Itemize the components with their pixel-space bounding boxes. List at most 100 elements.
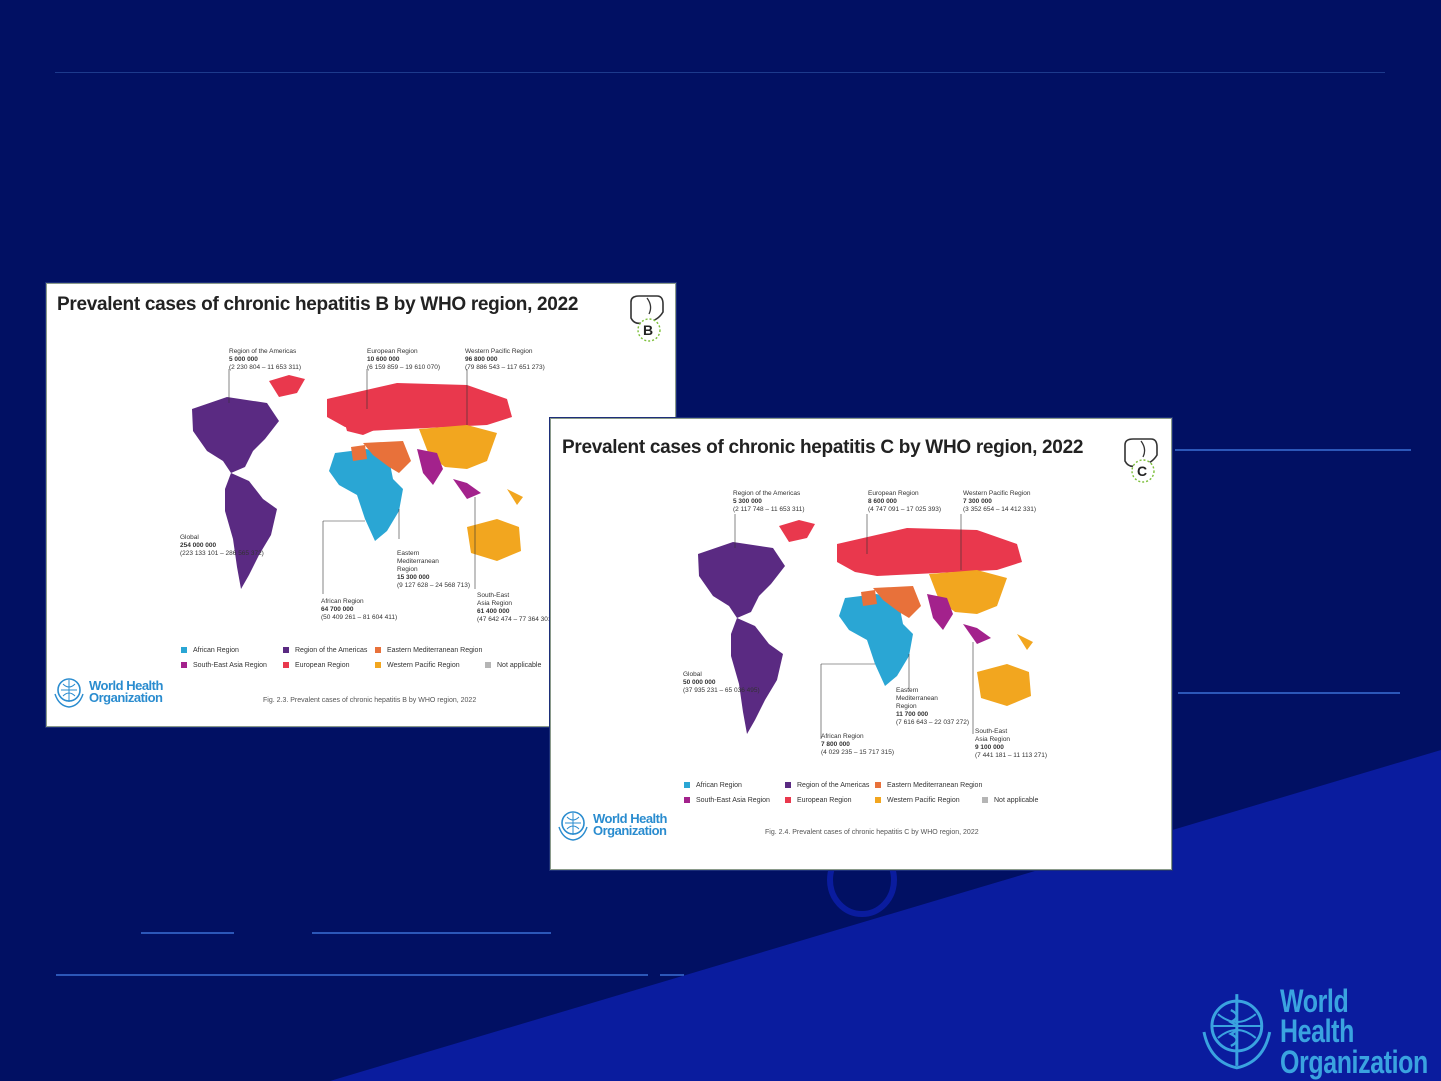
annotation-name: African Region — [321, 598, 364, 605]
legend-label: Western Pacific Region — [387, 662, 460, 669]
annotation-value: 5 300 000 — [733, 498, 762, 505]
legend-label: African Region — [193, 647, 239, 654]
annotation-name: African Region — [821, 733, 864, 740]
legend-label: South-East Asia Region — [193, 662, 267, 669]
figure-title: Prevalent cases of chronic hepatitis C b… — [562, 437, 1084, 458]
annotation-range: (4 029 235 – 15 717 315) — [821, 749, 895, 756]
legend-western-pacific: Western Pacific Region — [875, 797, 960, 804]
annotation-name: Eastern — [896, 687, 919, 694]
annotation-value: 61 400 000 — [477, 608, 510, 615]
annotation-global: Global 50 000 000 (37 935 231 – 65 036 4… — [683, 671, 760, 695]
annotation-southeast-asia: South-East Asia Region 9 100 000 (7 441 … — [975, 728, 1047, 760]
annotation-range: (2 230 804 – 11 653 311) — [229, 364, 302, 371]
annotation-name: South-East — [975, 728, 1008, 735]
annotation-name: Global — [683, 671, 702, 678]
legend-americas: Region of the Americas — [785, 782, 869, 789]
annotation-southeast-asia: South-East Asia Region 61 400 000 (47 64… — [477, 592, 554, 624]
annotation-name: Region — [397, 566, 418, 573]
annotation-name: Region of the Americas — [229, 348, 297, 355]
annotation-western-pacific: Western Pacific Region 7 300 000 (3 352 … — [963, 490, 1036, 514]
annotation-name: Global — [180, 534, 199, 541]
annotation-name: Region of the Americas — [733, 490, 801, 497]
legend-label: Region of the Americas — [797, 782, 870, 789]
annotation-range: (37 935 231 – 65 036 495) — [683, 687, 760, 694]
world-map — [192, 369, 523, 594]
annotation-global: Global 254 000 000 (223 133 101 – 286 56… — [180, 534, 264, 558]
legend-label: African Region — [696, 782, 742, 789]
who-logo: World Health Organization — [51, 674, 163, 710]
decorative-line — [660, 974, 684, 976]
decorative-line — [141, 932, 234, 934]
annotation-name: European Region — [367, 348, 418, 355]
legend-label: Eastern Mediterranean Region — [887, 782, 983, 789]
legend-western-pacific: Western Pacific Region — [375, 662, 460, 669]
annotation-americas: Region of the Americas 5 300 000 (2 117 … — [733, 490, 805, 514]
decorative-line — [55, 72, 1385, 73]
annotation-value: 8 600 000 — [868, 498, 897, 505]
annotation-value: 15 300 000 — [397, 574, 430, 581]
figure-caption: Fig. 2.3. Prevalent cases of chronic hep… — [263, 697, 477, 704]
logo-text: Organization — [1279, 1043, 1428, 1080]
hepatitis-c-figure: Prevalent cases of chronic hepatitis C b… — [550, 418, 1172, 870]
annotation-african: African Region 7 800 000 (4 029 235 – 15… — [821, 733, 894, 757]
annotation-eastern-med: Eastern Mediterranean Region 11 700 000 … — [896, 687, 969, 727]
annotation-name: Mediterranean — [896, 695, 938, 702]
hepatitis-b-badge: B — [627, 292, 667, 348]
annotation-range: (223 133 101 – 286 565 372) — [180, 550, 264, 557]
annotation-name: Eastern — [397, 550, 420, 557]
legend-eastern-med: Eastern Mediterranean Region — [875, 782, 982, 789]
who-logo: World Health Organization — [555, 807, 667, 843]
annotation-range: (7 441 181 – 11 113 271) — [975, 752, 1048, 759]
liver-icon — [630, 295, 664, 342]
annotation-european: European Region 10 600 000 (6 159 859 – … — [367, 348, 440, 372]
decorative-line — [1175, 449, 1411, 451]
legend-african: African Region — [684, 782, 742, 789]
annotation-range: (50 409 261 – 81 604 411) — [321, 614, 398, 621]
annotation-range: (9 127 628 – 24 568 713) — [397, 582, 471, 589]
hepatitis-c-badge: C — [1121, 435, 1161, 491]
annotation-range: (47 642 474 – 77 364 301) — [477, 616, 554, 623]
annotation-range: (79 886 543 – 117 651 273) — [465, 364, 545, 371]
legend-label: South-East Asia Region — [696, 797, 770, 804]
annotation-value: 96 800 000 — [465, 356, 498, 363]
annotation-name: European Region — [868, 490, 919, 497]
legend-african: African Region — [181, 647, 239, 654]
annotation-name: Region — [896, 703, 917, 710]
who-emblem-icon — [54, 678, 84, 708]
legend-label: Not applicable — [497, 662, 542, 669]
annotation-european: European Region 8 600 000 (4 747 091 – 1… — [868, 490, 941, 514]
annotation-range: (6 159 859 – 19 610 070) — [367, 364, 441, 371]
badge-letter: B — [643, 322, 654, 338]
figure-caption: Fig. 2.4. Prevalent cases of chronic hep… — [765, 829, 979, 836]
logo-text: Organization — [89, 690, 163, 705]
annotation-name: Mediterranean — [397, 558, 439, 565]
annotation-african: African Region 64 700 000 (50 409 261 – … — [321, 598, 397, 622]
annotation-eastern-med: Eastern Mediterranean Region 15 300 000 … — [397, 550, 470, 590]
figure-title: Prevalent cases of chronic hepatitis B b… — [57, 294, 579, 315]
who-emblem-icon — [1202, 993, 1272, 1069]
map-legend: African Region Region of the Americas Ea… — [181, 647, 621, 677]
annotation-value: 5 000 000 — [229, 356, 258, 363]
annotation-value: 254 000 000 — [180, 542, 217, 549]
legend-label: Eastern Mediterranean Region — [387, 647, 483, 654]
annotation-value: 11 700 000 — [896, 711, 929, 718]
logo-text: World Health — [89, 677, 163, 693]
legend-label: European Region — [295, 662, 350, 669]
annotation-name: Asia Region — [975, 736, 1011, 743]
legend-label: European Region — [797, 797, 852, 804]
legend-label: Region of the Americas — [295, 647, 368, 654]
annotation-name: South-East — [477, 592, 510, 599]
annotation-value: 7 300 000 — [963, 498, 992, 505]
annotation-value: 7 800 000 — [821, 741, 850, 748]
legend-label: Western Pacific Region — [887, 797, 960, 804]
legend-americas: Region of the Americas — [283, 647, 367, 654]
legend-southeast-asia: South-East Asia Region — [181, 662, 267, 669]
legend-label: Not applicable — [994, 797, 1039, 804]
annotation-range: (3 352 654 – 14 412 331) — [963, 506, 1037, 513]
legend-european: European Region — [785, 797, 852, 804]
decorative-line — [56, 974, 648, 976]
annotation-name: Asia Region — [477, 600, 513, 607]
annotation-value: 64 700 000 — [321, 606, 354, 613]
legend-southeast-asia: South-East Asia Region — [684, 797, 770, 804]
